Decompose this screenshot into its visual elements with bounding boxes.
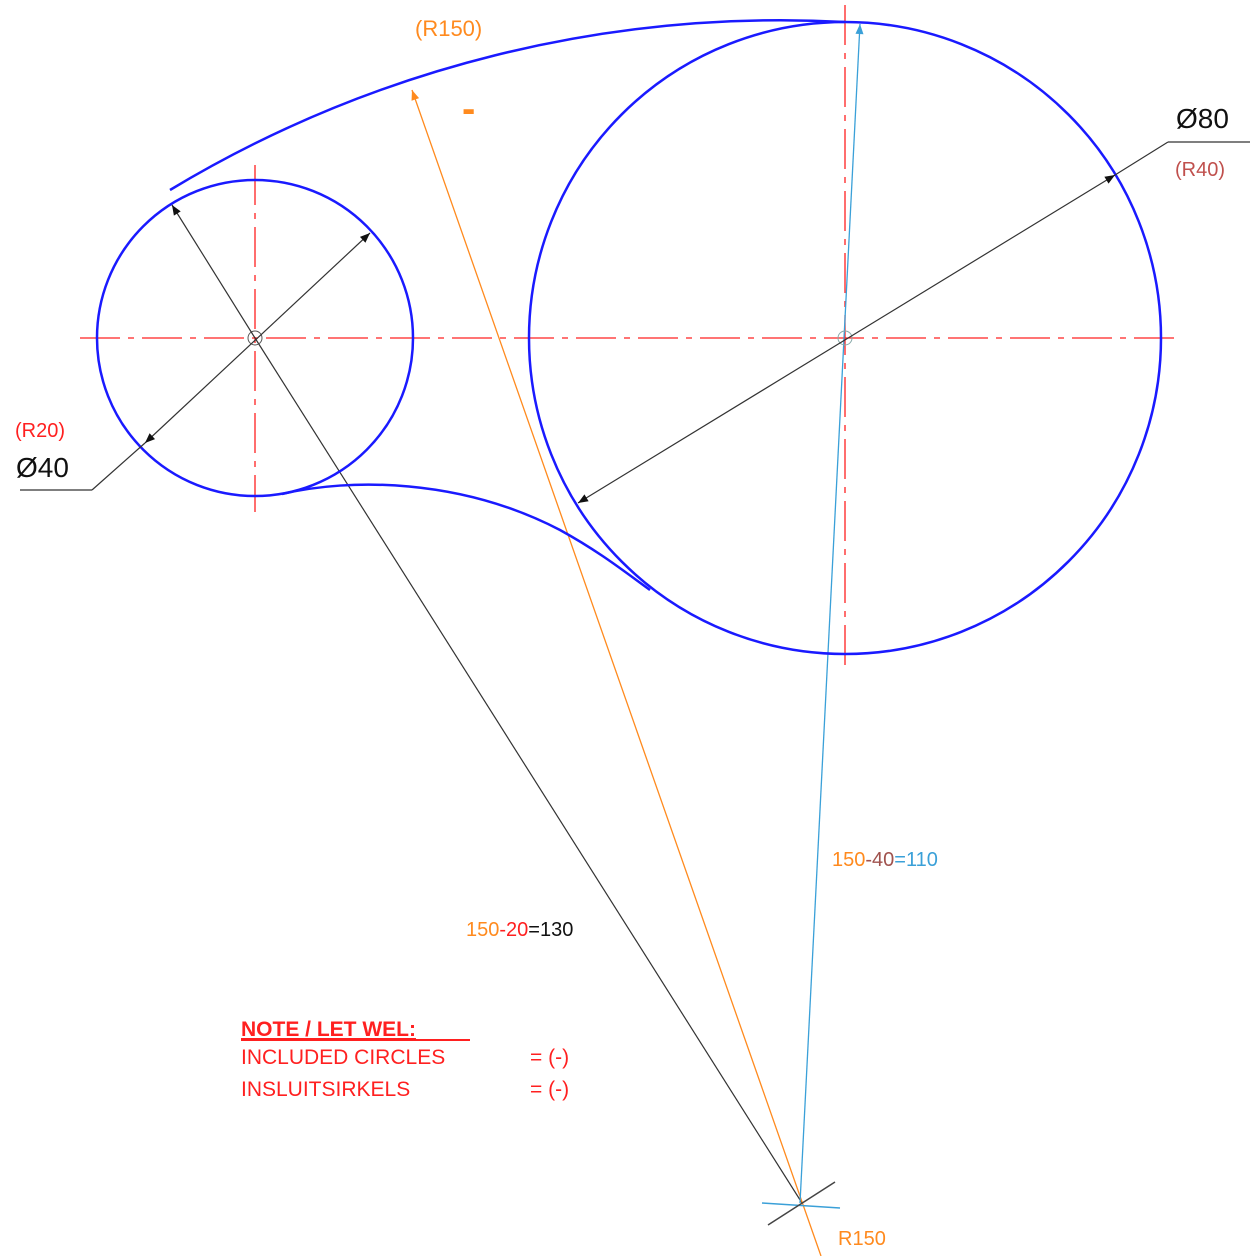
label: (R150) bbox=[415, 16, 482, 41]
label: R150 bbox=[838, 1228, 886, 1250]
label: Ø40 bbox=[16, 452, 69, 483]
eq-part: -20 bbox=[499, 919, 528, 941]
equation: 150-20=130 bbox=[466, 919, 573, 941]
outline bbox=[95, 19, 1163, 656]
eq-part: =110 bbox=[894, 849, 938, 871]
label: (R40) bbox=[1175, 159, 1225, 181]
note-line: = (-) bbox=[530, 1078, 569, 1101]
equation: 150-40=110 bbox=[832, 849, 938, 871]
dimensions bbox=[20, 141, 1250, 504]
note-title: NOTE / LET WEL: bbox=[241, 1018, 416, 1041]
note-line: INSLUITSIRKELS bbox=[241, 1078, 410, 1101]
note-line: = (-) bbox=[530, 1046, 569, 1069]
minus-sign: - bbox=[462, 87, 475, 131]
label: (R20) bbox=[15, 420, 65, 442]
note-line: INCLUDED CIRCLES bbox=[241, 1046, 445, 1069]
eq-part: 150 bbox=[466, 919, 499, 941]
eq-part: -40 bbox=[865, 849, 894, 871]
eq-part: 150 bbox=[832, 849, 865, 871]
eq-part: =130 bbox=[528, 919, 573, 941]
label: Ø80 bbox=[1176, 103, 1229, 134]
